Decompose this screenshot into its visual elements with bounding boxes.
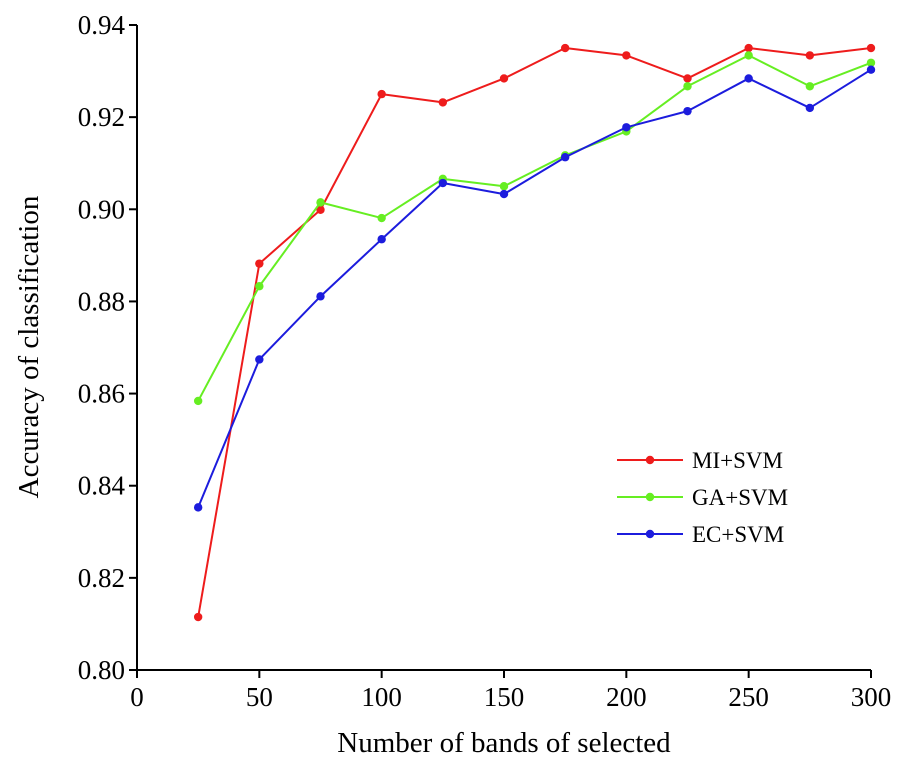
y-tick-label: 0.94 — [78, 10, 126, 40]
series-mi-svm — [193, 43, 876, 622]
data-point-ga-svm — [255, 282, 264, 291]
data-point-mi-svm — [805, 51, 815, 60]
y-tick-label: 0.88 — [78, 286, 125, 316]
legend-item-ec-svm: EC+SVM — [617, 522, 784, 547]
y-tick-label: 0.84 — [78, 471, 126, 501]
data-point-ec-svm — [193, 503, 203, 512]
data-point-ga-svm — [193, 396, 203, 406]
y-tick-label: 0.92 — [78, 102, 125, 132]
x-tick-label: 300 — [851, 682, 892, 712]
x-axis-title: Number of bands of selected — [337, 727, 671, 759]
data-point-ec-svm — [438, 178, 448, 188]
x-tick-label: 50 — [246, 682, 273, 712]
y-ticks: 0.80 0.82 0.84 0.86 0.88 0.90 0.92 0.94 — [78, 10, 137, 685]
y-axis-title: Accuracy of classification — [13, 195, 45, 498]
data-point-mi-svm — [255, 259, 264, 268]
legend-label: EC+SVM — [692, 522, 784, 547]
data-point-ec-svm — [866, 65, 876, 74]
data-point-ga-svm — [377, 213, 386, 223]
data-point-ga-svm — [683, 82, 692, 91]
data-point-mi-svm — [866, 43, 876, 53]
data-point-ga-svm — [866, 58, 876, 67]
legend-label: GA+SVM — [692, 485, 788, 510]
series-layer — [193, 43, 876, 622]
y-tick-label: 0.82 — [78, 563, 125, 593]
data-point-ec-svm — [683, 106, 692, 116]
data-point-ga-svm — [499, 182, 509, 191]
legend-swatch-marker — [645, 455, 655, 465]
data-point-mi-svm — [744, 43, 753, 53]
legend-item-ga-svm: GA+SVM — [617, 485, 788, 510]
y-tick-label: 0.90 — [78, 194, 125, 224]
series-ga-svm — [193, 51, 876, 406]
x-ticks: 0 50 100 150 200 250 300 — [130, 670, 891, 712]
data-point-ga-svm — [805, 82, 815, 91]
series-line-ec-svm — [197, 68, 872, 508]
data-point-ga-svm — [744, 51, 753, 60]
series-line-ga-svm — [197, 54, 872, 402]
data-point-mi-svm — [622, 51, 631, 60]
data-point-mi-svm — [560, 43, 570, 53]
data-point-mi-svm — [377, 89, 386, 99]
x-tick-label: 150 — [484, 682, 525, 712]
legend-label: MI+SVM — [692, 448, 783, 473]
data-point-ec-svm — [316, 292, 325, 301]
x-tick-label: 250 — [728, 682, 769, 712]
data-point-ec-svm — [377, 235, 386, 244]
series-ec-svm — [193, 65, 876, 512]
data-point-ec-svm — [622, 123, 631, 132]
data-point-mi-svm — [438, 98, 448, 107]
data-point-mi-svm — [683, 74, 692, 83]
x-tick-label: 200 — [606, 682, 647, 712]
data-point-ec-svm — [499, 189, 509, 199]
data-point-ga-svm — [316, 198, 325, 207]
legend-swatch-marker — [645, 529, 655, 539]
series-line-mi-svm — [197, 47, 872, 618]
data-point-mi-svm — [499, 74, 509, 83]
x-tick-label: 100 — [361, 682, 402, 712]
legend-swatch-marker — [645, 492, 655, 502]
data-point-ec-svm — [255, 355, 264, 364]
data-point-ec-svm — [805, 103, 815, 113]
x-tick-label: 0 — [130, 682, 144, 712]
data-point-mi-svm — [316, 205, 325, 214]
legend: MI+SVM GA+SVM EC+SVM — [617, 448, 788, 547]
data-point-ec-svm — [744, 74, 753, 83]
y-tick-label: 0.86 — [78, 379, 125, 409]
y-tick-label: 0.80 — [78, 655, 125, 685]
legend-item-mi-svm: MI+SVM — [617, 448, 783, 473]
data-point-mi-svm — [193, 612, 203, 622]
axes — [136, 25, 871, 671]
data-point-ec-svm — [560, 153, 570, 162]
